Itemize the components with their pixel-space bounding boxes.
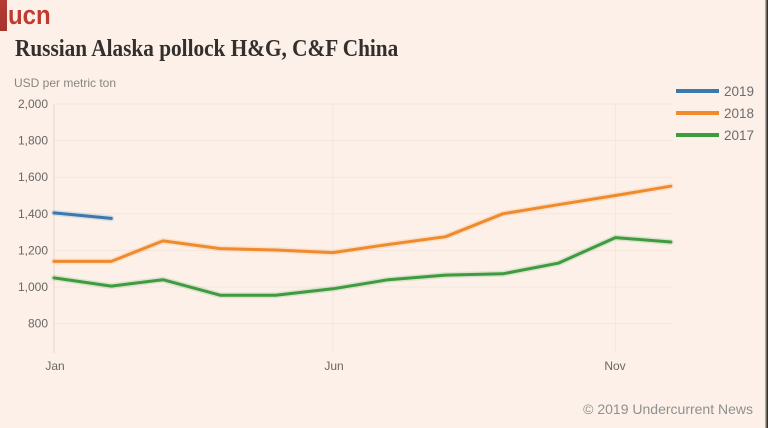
svg-text:Jan: Jan xyxy=(45,359,64,373)
svg-text:1,600: 1,600 xyxy=(18,170,48,184)
svg-text:1,400: 1,400 xyxy=(18,207,48,221)
svg-text:1,800: 1,800 xyxy=(18,134,48,148)
svg-text:2017: 2017 xyxy=(724,128,754,143)
svg-text:1,200: 1,200 xyxy=(18,243,48,257)
svg-text:2,000: 2,000 xyxy=(18,97,48,111)
svg-text:1,000: 1,000 xyxy=(18,280,48,294)
svg-text:2019: 2019 xyxy=(724,84,754,99)
svg-text:Jun: Jun xyxy=(324,359,343,373)
svg-text:2018: 2018 xyxy=(724,106,754,121)
svg-text:800: 800 xyxy=(28,317,48,331)
svg-text:Nov: Nov xyxy=(604,359,625,373)
